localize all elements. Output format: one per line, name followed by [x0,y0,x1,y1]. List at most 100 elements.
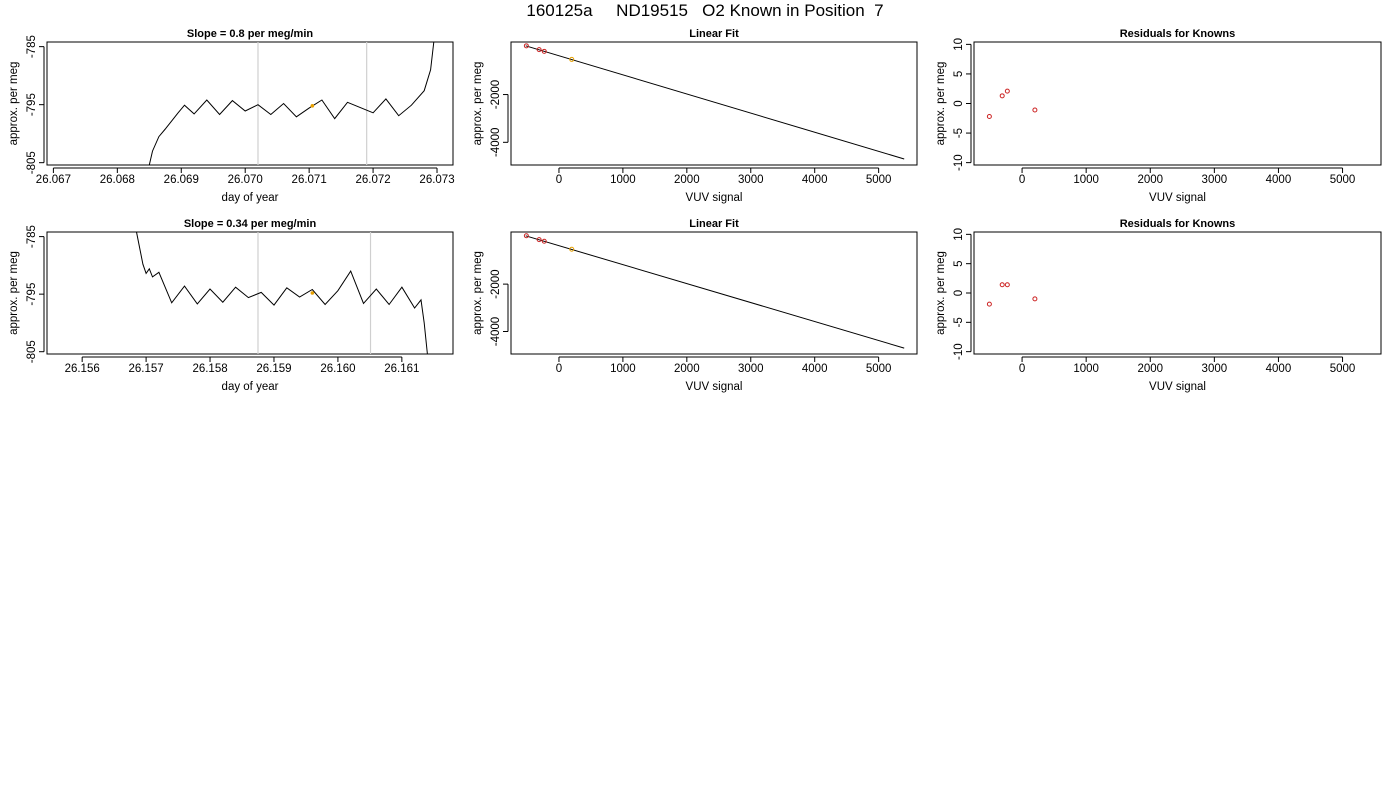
plot-frame [973,41,1382,166]
plot-area [986,88,1038,120]
panel-title: Slope = 0.8 per meg/min [187,28,314,40]
data-point [1004,88,1010,94]
average-marker [310,104,315,108]
panel-title: Residuals for Knowns [1120,218,1236,230]
data-point [1032,107,1038,113]
y-tick-label: -795 [26,283,38,306]
plot-area [148,42,435,165]
y-tick-label: -795 [26,93,38,116]
y-axis-label: approx. per meg [8,251,20,335]
data-point [999,93,1005,99]
x-tick-label: 2000 [674,363,700,375]
y-tick-label: -5 [953,317,965,327]
x-tick-label: 26.157 [129,363,164,375]
x-tick-label: 26.159 [256,363,291,375]
x-tick-label: 26.067 [36,174,71,186]
x-tick-label: 2000 [674,174,700,186]
y-tick-label: -5 [953,128,965,138]
panel-title: Linear Fit [689,28,739,40]
x-tick-label: 1000 [1073,363,1099,375]
panel-4: Slope = 0.34 per meg/min 26.156 26.157 26.1… [8,218,454,393]
y-tick-label: 0 [953,290,965,296]
panel-title: Slope = 0.34 per meg/min [184,218,317,230]
plot-frame [973,231,1382,355]
x-tick-label: 26.073 [419,174,454,186]
figure-title: 160125a ND19515 O2 Known in Position 7 [526,1,884,20]
x-tick-label: 5000 [866,363,892,375]
y-tick-label: 5 [953,260,965,266]
x-tick-label: 0 [1019,174,1025,186]
panel-title: Residuals for Knowns [1120,28,1236,40]
plot-area [986,282,1038,307]
x-tick-label: 3000 [738,363,764,375]
x-axis-label: day of year [222,192,279,204]
panel-6: Residuals for Knowns 0 1000 2000 3000 4000 500… [935,218,1382,393]
x-axis-label: VUV signal [1149,192,1206,204]
y-tick-label: -10 [953,154,965,171]
x-axis-label: day of year [222,381,279,393]
x-tick-label: 26.071 [292,174,327,186]
fit-line [525,45,905,160]
x-tick-label: 0 [556,363,562,375]
panel-3: Residuals for Knowns 0 1000 2000 3000 4000 500… [935,28,1382,204]
plot-area [523,43,905,160]
y-tick-label: 0 [953,100,965,106]
data-point [569,246,575,252]
plot-frame [46,231,454,355]
y-tick-label: -4000 [490,128,502,157]
x-tick-label: 26.160 [320,363,355,375]
x-tick-label: 5000 [1330,363,1356,375]
y-tick-label: 10 [953,38,965,51]
x-tick-label: 4000 [802,363,828,375]
data-point [986,301,992,307]
y-tick-label: -4000 [490,317,502,346]
series-line [136,232,428,354]
x-tick-label: 2000 [1137,363,1163,375]
y-tick-label: -2000 [490,269,502,298]
plot-frame [510,231,918,355]
y-tick-label: -805 [26,151,38,174]
x-tick-label: 4000 [1266,363,1292,375]
x-tick-label: 0 [556,174,562,186]
x-tick-label: 26.069 [164,174,199,186]
x-tick-label: 1000 [610,174,636,186]
panel-title: Linear Fit [689,218,739,230]
x-tick-label: 3000 [738,174,764,186]
y-axis-label: approx. per meg [472,62,484,146]
y-tick-label: -10 [953,343,965,360]
y-axis-label: approx. per meg [935,251,947,335]
x-tick-label: 4000 [1266,174,1292,186]
x-tick-label: 1000 [610,363,636,375]
data-point [541,48,547,54]
x-tick-label: 26.068 [100,174,135,186]
data-point [523,233,529,239]
y-tick-label: -805 [26,340,38,363]
x-tick-label: 26.158 [192,363,227,375]
y-axis-label: approx. per meg [472,251,484,335]
data-point [536,47,542,53]
data-point [1004,282,1010,288]
data-point [1032,296,1038,302]
x-tick-label: 26.156 [65,363,100,375]
panel-5: Linear Fit 0 1000 2000 3000 4000 5000 -2000 -400… [472,218,918,393]
x-tick-label: 1000 [1073,174,1099,186]
data-point [999,282,1005,288]
x-tick-label: 2000 [1137,174,1163,186]
series-line [148,42,435,165]
panel-2: Linear Fit 0 1000 2000 3000 4000 5000 -2000 -400… [472,28,918,204]
y-tick-label: -2000 [490,80,502,109]
data-point [569,56,575,62]
x-tick-label: 5000 [1330,174,1356,186]
data-point [523,43,529,49]
y-tick-label: -785 [26,35,38,58]
x-tick-label: 3000 [1202,363,1228,375]
average-marker [310,291,315,295]
data-point [541,238,547,244]
y-axis-label: approx. per meg [8,62,20,146]
data-point [986,114,992,120]
x-axis-label: VUV signal [686,381,743,393]
panel-1: Slope = 0.8 per meg/min 26.067 26.068 26.06… [8,28,455,204]
fit-line [525,235,905,349]
x-tick-label: 3000 [1202,174,1228,186]
